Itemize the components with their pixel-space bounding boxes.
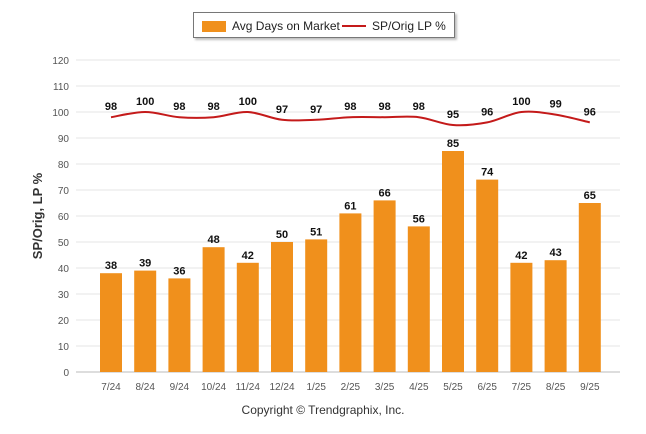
- bar-value-label: 42: [515, 250, 527, 262]
- legend-bar-label: Avg Days on Market: [232, 19, 340, 33]
- x-tick-label: 9/25: [580, 382, 600, 393]
- bar: [339, 213, 362, 372]
- bar-value-label: 43: [549, 247, 561, 259]
- x-tick-label: 10/24: [201, 382, 226, 393]
- copyright-text: Copyright © Trendgraphix, Inc.: [241, 403, 405, 417]
- y-tick-label: 70: [58, 186, 70, 197]
- bar: [476, 179, 499, 372]
- x-tick-label: 8/25: [546, 382, 566, 393]
- x-tick-label: 11/24: [236, 382, 261, 393]
- bar: [168, 278, 191, 372]
- y-tick-label: 50: [58, 238, 70, 249]
- line-value-label: 98: [413, 101, 425, 113]
- line-series: [110, 110, 591, 127]
- x-tick-label: 7/24: [101, 382, 121, 393]
- line-value-label: 97: [310, 104, 322, 116]
- bar-value-label: 85: [447, 138, 459, 150]
- bar: [544, 260, 567, 372]
- y-tick-label: 100: [52, 108, 69, 119]
- legend: Avg Days on Market SP/Orig LP %: [193, 12, 455, 38]
- y-tick-label: 110: [53, 82, 69, 93]
- line-value-label: 98: [173, 101, 185, 113]
- x-tick-label: 8/24: [135, 382, 155, 393]
- line-value-label: 96: [584, 106, 596, 118]
- y-tick-label: 60: [58, 212, 70, 223]
- legend-bar-swatch: [202, 20, 226, 32]
- legend-line-label: SP/Orig LP %: [372, 19, 446, 33]
- line-value-label: 100: [136, 96, 154, 108]
- y-tick-label: 90: [58, 134, 70, 145]
- x-tick-label: 5/25: [443, 382, 463, 393]
- line-value-label: 98: [378, 101, 390, 113]
- bar-series: [100, 151, 601, 372]
- bar-value-label: 51: [310, 226, 322, 238]
- y-tick-label: 40: [58, 264, 70, 275]
- bar-value-label: 50: [276, 229, 288, 241]
- y-tick-label: 30: [58, 290, 70, 301]
- y-tick-label: 80: [58, 160, 70, 171]
- legend-item-bar[interactable]: Avg Days on Market: [202, 19, 340, 33]
- x-tick-label: 1/25: [306, 382, 326, 393]
- legend-line-swatch: [342, 25, 366, 27]
- bar-value-label: 39: [139, 258, 151, 270]
- line-data-labels: 98 100 98 98 100 97 97 98 98 98 95 96 100 99 96: [105, 96, 596, 121]
- bar-value-label: 42: [242, 250, 254, 262]
- y-axis-ticks: 0 10 20 30 40 50 60 70 80 90 100 110 120: [52, 56, 69, 379]
- bar: [202, 247, 225, 372]
- bar: [134, 270, 157, 372]
- x-axis-ticks: 7/24 8/24 9/24 10/24 11/24 12/24 1/25 2/25 3/25 4…: [101, 382, 600, 393]
- bar-value-label: 66: [378, 187, 390, 199]
- line-value-label: 97: [276, 104, 288, 116]
- line-value-label: 96: [481, 106, 493, 118]
- y-tick-label: 0: [63, 368, 69, 379]
- bar-value-label: 48: [207, 234, 219, 246]
- bar-value-label: 56: [413, 213, 425, 225]
- bar-value-label: 74: [481, 167, 494, 179]
- bar: [407, 226, 430, 372]
- bar-value-label: 36: [173, 265, 185, 277]
- x-tick-label: 3/25: [375, 382, 395, 393]
- bar-value-label: 65: [584, 190, 596, 202]
- x-tick-label: 4/25: [409, 382, 429, 393]
- y-axis-label: SP/Orig, LP %: [30, 172, 45, 259]
- bar: [442, 151, 464, 372]
- line-value-label: 100: [239, 96, 257, 108]
- x-tick-label: 6/25: [477, 382, 497, 393]
- x-tick-label: 7/25: [512, 382, 532, 393]
- y-tick-label: 20: [58, 316, 70, 327]
- x-tick-label: 9/24: [170, 382, 190, 393]
- bar: [305, 239, 328, 372]
- line-value-label: 95: [447, 109, 459, 121]
- x-tick-label: 2/25: [341, 382, 361, 393]
- line-value-label: 100: [512, 96, 530, 108]
- bar-data-labels: 38 39 36 48 42 50 51 61 66 56 85 74 42 43 65: [105, 138, 596, 277]
- y-tick-label: 120: [52, 56, 69, 67]
- bar-value-label: 38: [105, 260, 117, 272]
- bar: [100, 273, 122, 372]
- line-series-path: [110, 110, 591, 127]
- bar: [373, 200, 396, 372]
- x-tick-label: 12/24: [269, 382, 294, 393]
- legend-item-line[interactable]: SP/Orig LP %: [342, 19, 446, 33]
- bar: [510, 262, 533, 372]
- line-value-label: 98: [344, 101, 356, 113]
- bar-value-label: 61: [344, 200, 356, 212]
- line-value-label: 98: [105, 101, 117, 113]
- bar: [578, 203, 601, 372]
- y-tick-label: 10: [58, 342, 70, 353]
- bar: [236, 262, 259, 372]
- line-value-label: 98: [207, 101, 219, 113]
- bar: [271, 242, 293, 372]
- line-value-label: 99: [549, 99, 561, 111]
